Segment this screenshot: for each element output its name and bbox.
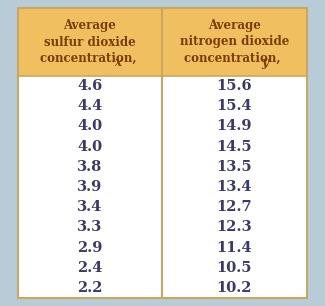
Bar: [18, 8, 307, 298]
Text: 14.9: 14.9: [217, 119, 252, 133]
Text: 2.4: 2.4: [77, 261, 103, 275]
Text: 2.2: 2.2: [77, 281, 103, 295]
Text: 11.4: 11.4: [217, 241, 252, 255]
Text: 3.3: 3.3: [77, 220, 103, 234]
Bar: [18, 76, 307, 298]
Text: 2.9: 2.9: [77, 241, 103, 255]
Bar: [18, 8, 307, 76]
Text: Average
nitrogen dioxide
concentration,: Average nitrogen dioxide concentration,: [180, 20, 289, 65]
Text: 3.9: 3.9: [77, 180, 103, 194]
Text: x: x: [114, 56, 122, 69]
Text: 12.7: 12.7: [217, 200, 252, 214]
Text: 12.3: 12.3: [217, 220, 252, 234]
Text: 13.5: 13.5: [217, 160, 252, 174]
Text: 15.4: 15.4: [217, 99, 252, 113]
Text: 15.6: 15.6: [217, 79, 252, 93]
Text: 4.0: 4.0: [77, 119, 103, 133]
Text: 4.6: 4.6: [77, 79, 103, 93]
Text: 4.0: 4.0: [77, 140, 103, 154]
Text: 10.2: 10.2: [217, 281, 252, 295]
Text: 10.5: 10.5: [217, 261, 252, 275]
Text: 3.8: 3.8: [77, 160, 103, 174]
Text: 3.4: 3.4: [77, 200, 103, 214]
Text: Average
sulfur dioxide
concentration,: Average sulfur dioxide concentration,: [40, 20, 140, 65]
Text: 4.4: 4.4: [77, 99, 103, 113]
Text: 14.5: 14.5: [217, 140, 252, 154]
Text: 13.4: 13.4: [217, 180, 252, 194]
Text: y: y: [261, 56, 268, 69]
